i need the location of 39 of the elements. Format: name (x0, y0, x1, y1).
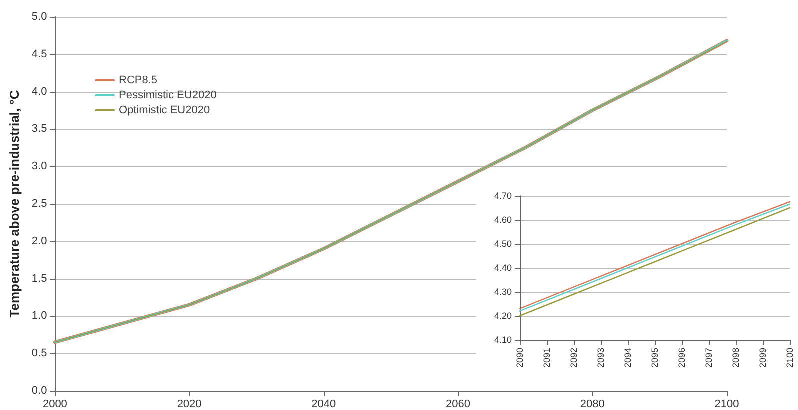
x-tick-label: 2040 (312, 398, 336, 410)
y-tick-label: 4.40 (494, 263, 512, 273)
y-tick-label: 5.0 (32, 11, 48, 23)
y-tick-label: 4.50 (494, 239, 512, 249)
x-tick-label: 2093 (596, 348, 606, 368)
x-tick-label: 2020 (177, 398, 202, 410)
y-tick-label: 3.0 (32, 160, 48, 173)
x-tick-label: 2094 (623, 348, 633, 368)
x-tick-label: 2099 (758, 348, 768, 368)
y-tick-label: 1.5 (32, 272, 48, 285)
y-tick-label: 3.5 (32, 123, 48, 136)
x-tick-label: 2097 (704, 348, 714, 368)
y-tick-label: 0.0 (32, 385, 48, 397)
legend-label: Optimistic EU2020 (119, 104, 210, 116)
x-tick-label: 2060 (446, 398, 471, 410)
x-tick-label: 2090 (515, 348, 525, 368)
y-tick-label: 4.60 (494, 215, 512, 225)
y-tick-label: 4.20 (494, 311, 512, 321)
y-tick-label: 2.0 (32, 235, 48, 248)
x-tick-label: 2092 (569, 348, 579, 368)
x-tick-label: 2100 (785, 348, 795, 368)
legend-label: Pessimistic EU2020 (119, 90, 217, 102)
x-tick-label: 2091 (542, 348, 552, 368)
y-tick-label: 4.0 (32, 86, 48, 98)
y-tick-label: 4.70 (494, 191, 512, 201)
x-tick-label: 2098 (731, 348, 741, 368)
x-tick-label: 2100 (714, 398, 740, 410)
x-tick-label: 2000 (42, 398, 68, 410)
y-tick-label: 2.5 (32, 198, 48, 210)
x-tick-label: 2080 (580, 398, 605, 410)
y-tick-label: 4.30 (494, 287, 512, 297)
x-tick-label: 2095 (650, 348, 660, 368)
legend-label: RCP8.5 (119, 74, 158, 86)
y-axis-title: Temperature above pre-industrial, °C (7, 90, 22, 318)
y-tick-label: 1.0 (32, 310, 48, 322)
y-tick-label: 4.10 (494, 335, 512, 345)
x-tick-label: 2096 (677, 348, 687, 368)
y-tick-label: 4.5 (32, 48, 48, 60)
y-tick-label: 0.5 (32, 348, 48, 360)
